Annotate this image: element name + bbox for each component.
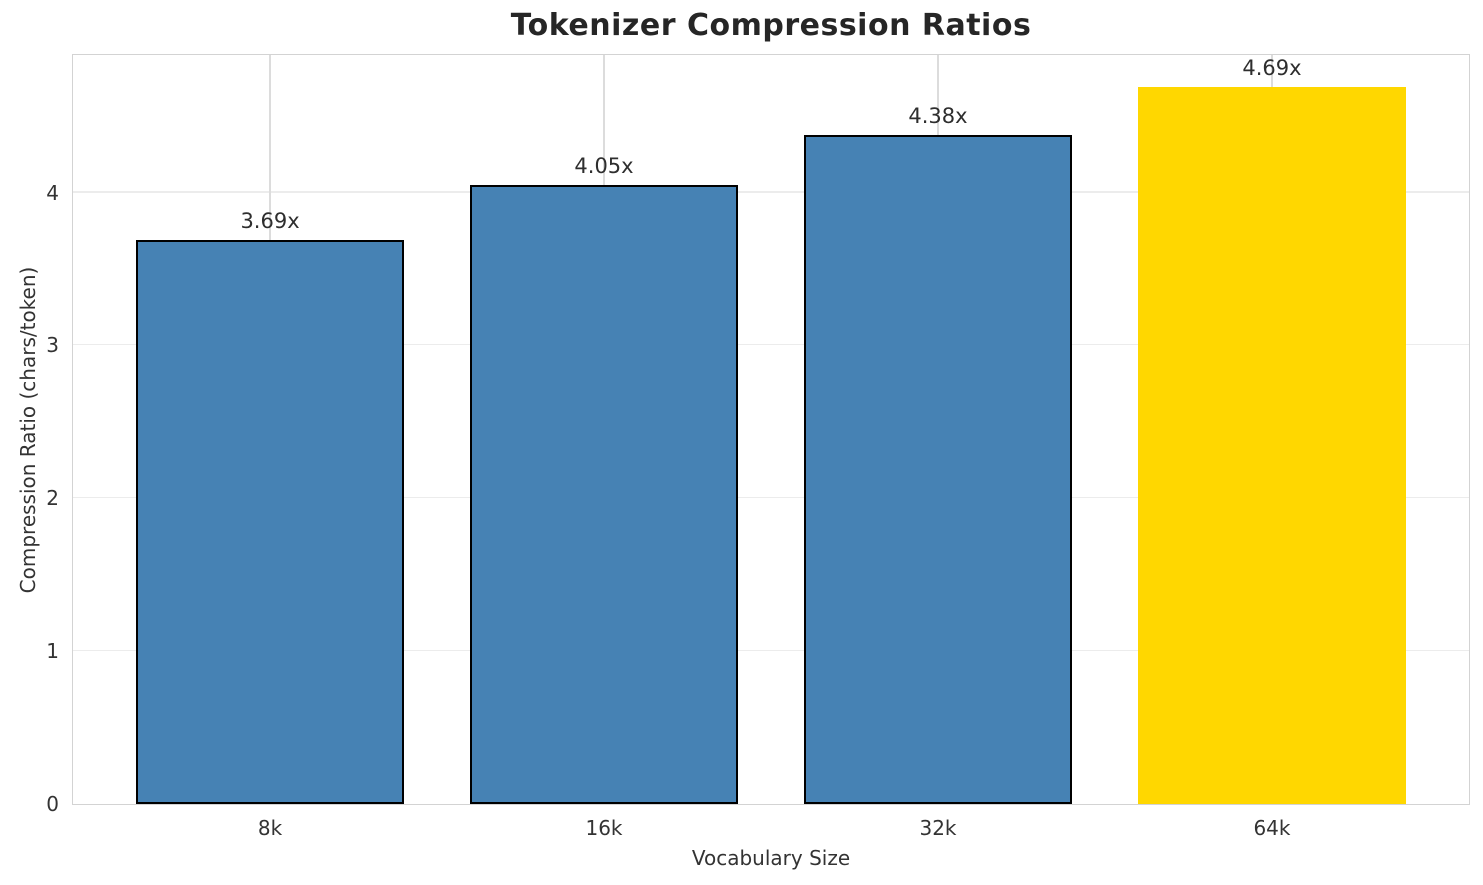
chart-title: Tokenizer Compression Ratios: [510, 8, 1032, 43]
x-tick-label: 16k: [585, 816, 623, 840]
gridline-horizontal: [73, 649, 1469, 652]
x-tick-label: 8k: [257, 816, 283, 840]
bar-value-label: 4.69x: [1242, 56, 1302, 81]
y-tick-label: 1: [46, 639, 59, 664]
x-axis-label: Vocabulary Size: [691, 846, 851, 870]
y-tick-label: 4: [46, 180, 59, 205]
x-tick-label: 64k: [1253, 816, 1291, 840]
bar-value-label: 4.38x: [908, 103, 968, 128]
bar-16k: [470, 184, 738, 804]
plot-area: 0 1 2 3 4 3.69x 8k 4.05x 16k 4.38x 32k 4.69x 64k: [46, 54, 1470, 840]
gridline-horizontal: [73, 343, 1469, 346]
bar-64k: [1138, 87, 1406, 804]
bar-value-label: 4.05x: [574, 153, 634, 178]
gridline-horizontal: [73, 191, 1469, 193]
y-tick-label: 2: [46, 486, 59, 511]
gridline-horizontal: [73, 496, 1469, 499]
bar-8k: [136, 239, 404, 804]
bar-value-label: 3.69x: [240, 208, 300, 233]
y-tick-label: 3: [46, 333, 59, 358]
y-tick-label: 0: [46, 792, 59, 816]
x-tick-label: 32k: [919, 816, 957, 840]
bar-32k: [804, 134, 1072, 804]
y-axis-label: Compression Ratio (chars/token): [16, 266, 40, 594]
